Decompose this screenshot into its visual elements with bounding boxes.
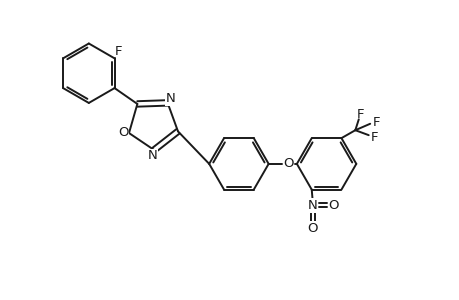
Text: N: N: [165, 92, 175, 105]
Text: F: F: [369, 130, 377, 144]
Text: F: F: [356, 108, 363, 121]
Text: F: F: [115, 45, 122, 58]
Text: O: O: [118, 126, 128, 139]
Text: O: O: [283, 158, 293, 170]
Text: O: O: [328, 199, 338, 212]
Text: N: N: [307, 199, 317, 212]
Text: F: F: [372, 116, 379, 129]
Text: O: O: [307, 222, 317, 235]
Text: N: N: [147, 149, 157, 162]
